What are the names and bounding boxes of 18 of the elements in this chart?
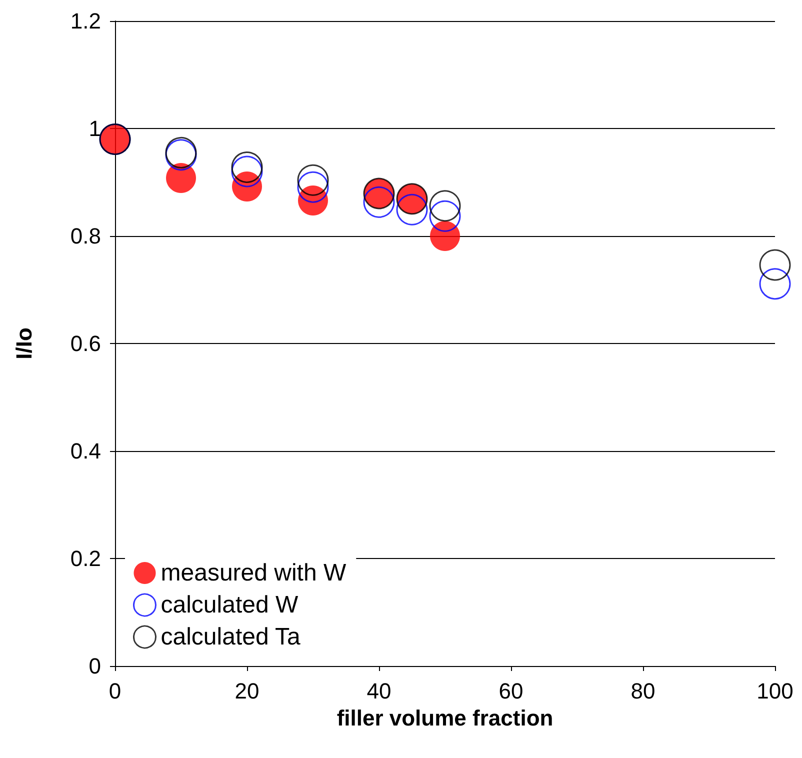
x-tick-label: 20 (234, 678, 260, 704)
x-tick-label: 0 (108, 678, 122, 704)
y-tick-label: 1 (88, 116, 101, 141)
y-axis-title: I/Io (12, 328, 36, 360)
x-axis-title: filler volume fraction (336, 705, 554, 730)
x-tick-label: 40 (366, 678, 392, 704)
legend-label: calculated W (160, 592, 298, 618)
legend-label: calculated Ta (160, 624, 302, 650)
y-tick-label: 0.6 (70, 331, 101, 356)
y-tick-label: 0 (88, 654, 101, 678)
x-tick-label: 60 (498, 678, 524, 704)
legend-label: measured with W (160, 560, 346, 586)
y-tick-label: 0.8 (70, 224, 101, 248)
y-tick-label: 1.2 (70, 8, 101, 34)
x-tick-label: 100 (756, 678, 794, 704)
x-tick-label: 80 (630, 678, 656, 704)
y-tick-label: 0.2 (70, 546, 101, 571)
y-tick-label: 0.4 (70, 438, 101, 464)
